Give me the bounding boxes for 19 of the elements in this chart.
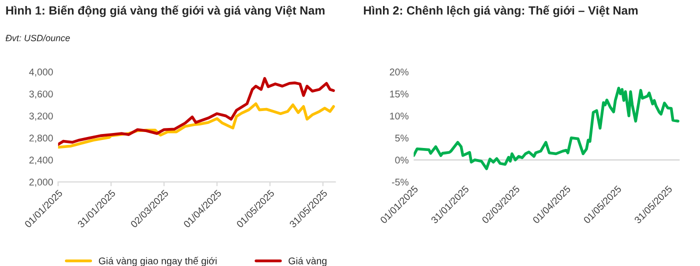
y-tick-label: 3,600 (29, 90, 53, 99)
y-tick-label: 2,400 (29, 156, 53, 165)
y-tick-label: 5% (395, 134, 408, 142)
line-series (58, 77, 335, 146)
y-tick-label: 2,000 (29, 178, 53, 187)
line-series (414, 86, 680, 170)
chart-title: Hình 1: Biến động giá vàng thế giới và giá vàng Việt Nam (6, 5, 324, 18)
y-tick-label: 3,200 (29, 112, 53, 121)
y-tick-label: 0% (395, 156, 408, 164)
y-tick-label: 20% (390, 68, 408, 76)
y-tick-label: 4,000 (29, 68, 53, 77)
chart-title: Hình 2: Chênh lệch giá vàng: Thế giới – Việt Nam (364, 5, 638, 18)
legend-label: Giá vàng giao ngay thế giới (98, 256, 217, 266)
y-tick-label: 2,800 (29, 134, 53, 143)
y-tick-label: 10% (390, 112, 408, 120)
legend-label: Giá vàng (288, 257, 326, 266)
y-tick-label: 15% (390, 90, 408, 98)
y-tick-label: -5% (392, 178, 408, 186)
chart-subtitle: Đvt: USD/ounce (6, 34, 70, 42)
